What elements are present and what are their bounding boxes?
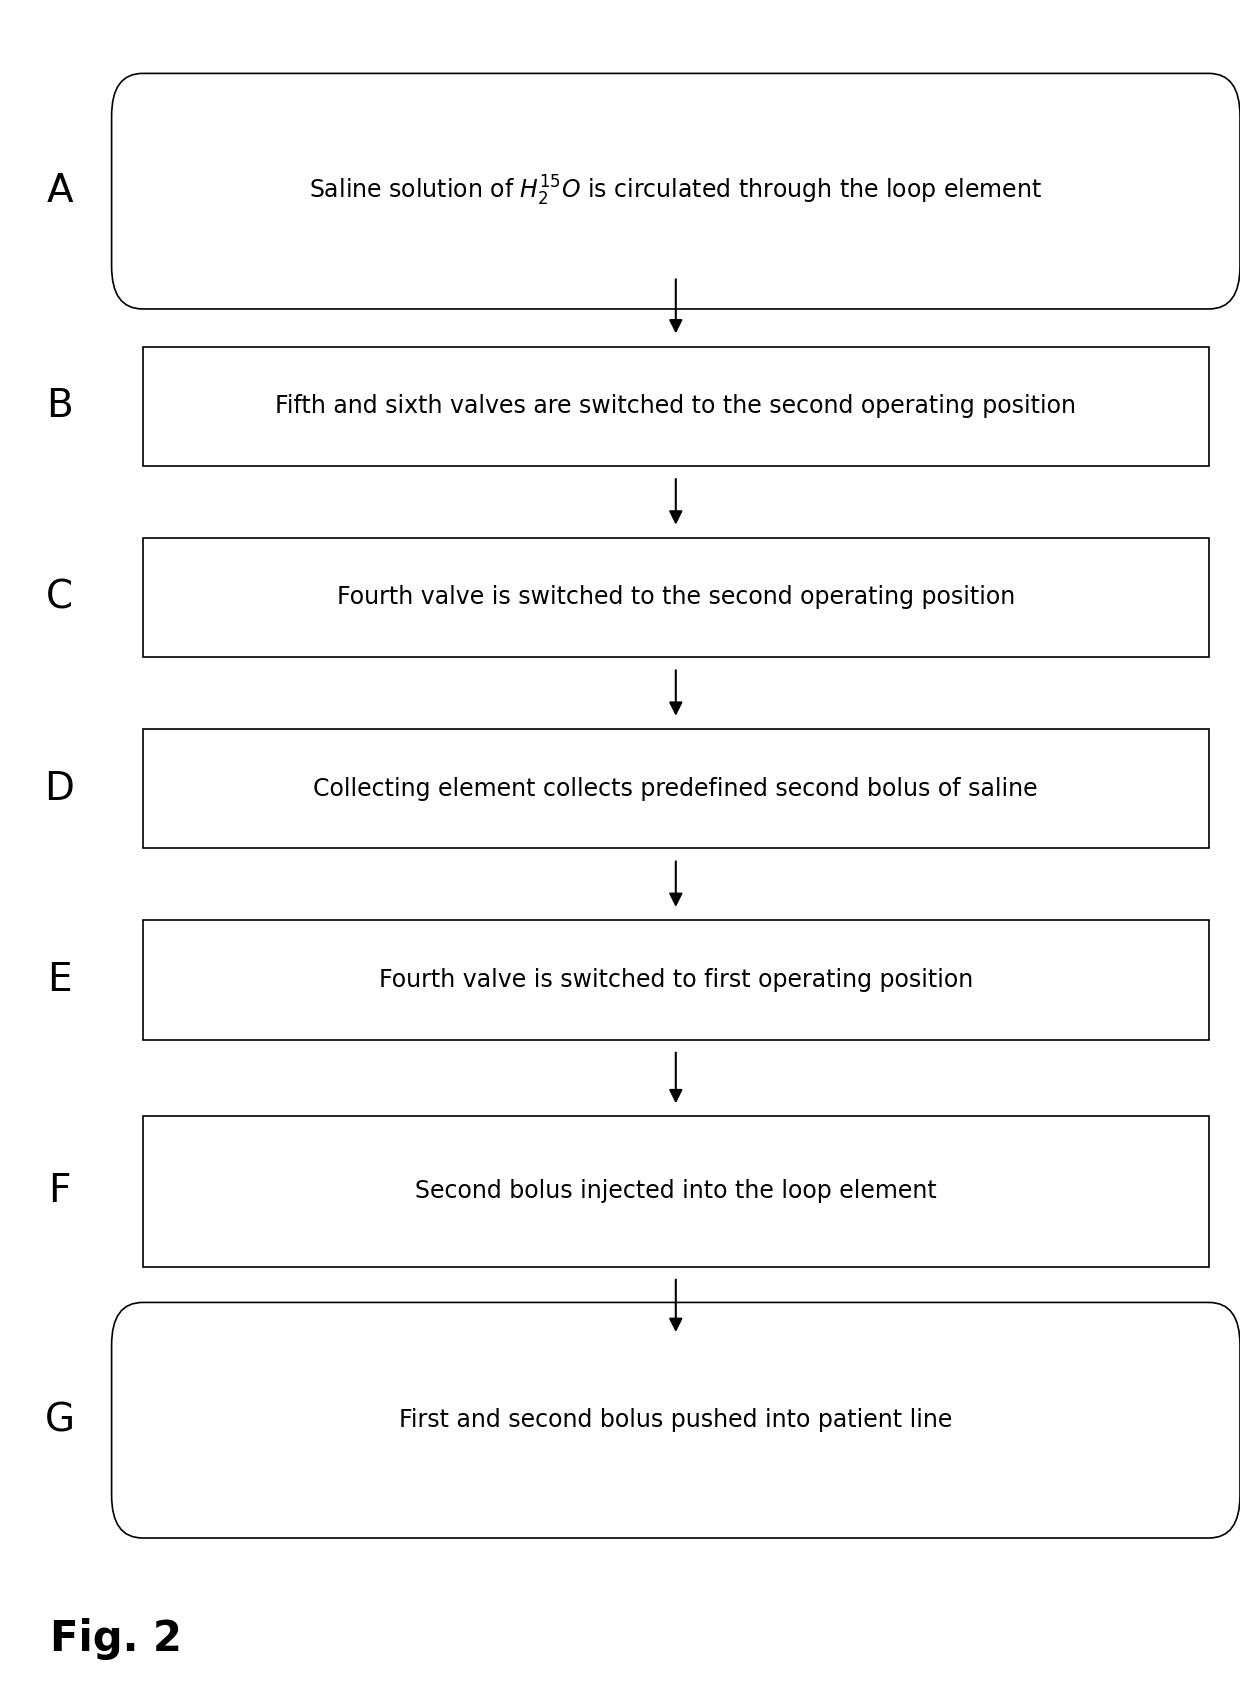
Text: Collecting element collects predefined second bolus of saline: Collecting element collects predefined s… (314, 777, 1038, 801)
Text: Second bolus injected into the loop element: Second bolus injected into the loop elem… (415, 1180, 936, 1203)
Text: First and second bolus pushed into patient line: First and second bolus pushed into patie… (399, 1408, 952, 1432)
FancyBboxPatch shape (112, 1302, 1240, 1538)
Text: D: D (45, 770, 74, 807)
Text: Fourth valve is switched to first operating position: Fourth valve is switched to first operat… (378, 968, 973, 992)
Text: Fifth and sixth valves are switched to the second operating position: Fifth and sixth valves are switched to t… (275, 394, 1076, 418)
Bar (143, 1116, 1209, 1267)
Text: F: F (48, 1173, 71, 1210)
Bar (143, 920, 1209, 1040)
Text: Fourth valve is switched to the second operating position: Fourth valve is switched to the second o… (337, 586, 1014, 609)
Bar (143, 729, 1209, 848)
Text: A: A (46, 172, 73, 210)
FancyBboxPatch shape (112, 73, 1240, 309)
Text: C: C (46, 579, 73, 616)
Text: Saline solution of $H_2^{15}O$ is circulated through the loop element: Saline solution of $H_2^{15}O$ is circul… (309, 174, 1043, 208)
Bar (143, 538, 1209, 657)
Text: G: G (45, 1401, 74, 1439)
Text: B: B (46, 387, 73, 425)
Bar (143, 347, 1209, 466)
Text: Fig. 2: Fig. 2 (50, 1618, 181, 1659)
Text: E: E (47, 961, 72, 999)
